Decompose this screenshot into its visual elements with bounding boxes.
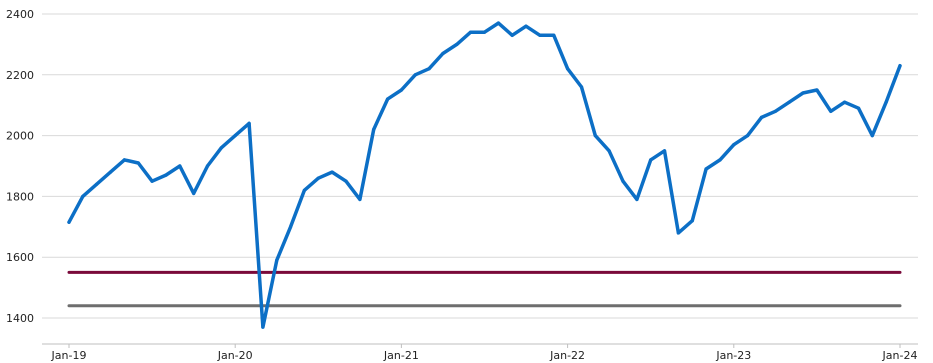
data-point — [330, 170, 334, 174]
data-point — [759, 115, 764, 119]
data-point — [593, 134, 597, 138]
data-point — [178, 164, 182, 168]
data-point — [150, 179, 154, 183]
data-point — [233, 134, 237, 138]
data-point — [289, 225, 293, 229]
data-point — [67, 220, 71, 224]
data-point — [898, 64, 902, 68]
data-point — [815, 88, 819, 92]
data-point — [247, 121, 251, 125]
y-tick-label: 2000 — [6, 130, 34, 143]
data-point — [219, 146, 223, 150]
data-point — [399, 88, 403, 92]
y-tick-label: 1400 — [6, 312, 34, 325]
y-axis: 1400 1600 1800 2000 2200 2400 — [6, 8, 34, 325]
series-layer — [67, 21, 902, 329]
data-point — [566, 67, 570, 71]
data-point — [843, 100, 847, 104]
data-point — [455, 42, 459, 47]
y-tick-label: 2400 — [6, 8, 34, 21]
data-point — [635, 197, 639, 201]
data-point — [787, 100, 791, 104]
data-point — [676, 231, 681, 235]
data-point — [884, 100, 888, 104]
data-point — [164, 173, 168, 177]
data-point — [482, 30, 487, 34]
data-point — [108, 170, 113, 174]
x-axis: Jan-19 Jan-20 Jan-21 Jan-22 Jan-23 Jan-24 — [42, 343, 918, 362]
data-point — [81, 194, 85, 198]
x-tick-label: Jan-21 — [383, 349, 419, 362]
data-point — [122, 158, 126, 162]
data-point — [358, 197, 362, 201]
data-point — [801, 91, 805, 95]
data-point — [856, 106, 861, 110]
y-tick-label: 1800 — [6, 190, 34, 203]
data-point — [316, 176, 320, 180]
data-point — [718, 158, 722, 162]
data-point — [372, 127, 376, 132]
data-point — [261, 325, 265, 329]
data-point — [662, 149, 667, 153]
x-tick-label: Jan-22 — [549, 349, 585, 362]
data-point — [773, 109, 778, 113]
data-point — [870, 134, 874, 138]
data-point — [136, 161, 140, 165]
data-point — [496, 21, 500, 25]
data-point — [704, 167, 708, 171]
data-point — [510, 33, 514, 37]
data-point — [95, 182, 99, 186]
data-point — [538, 33, 542, 37]
data-point — [579, 85, 584, 89]
data-point — [690, 219, 694, 223]
data-point — [441, 51, 445, 56]
data-point — [302, 188, 306, 192]
y-tick-label: 2200 — [6, 69, 34, 82]
data-point — [621, 179, 625, 183]
data-point — [524, 24, 528, 28]
x-tick-label: Jan-20 — [217, 349, 253, 362]
x-tick-label: Jan-19 — [51, 349, 87, 362]
grid-layer — [42, 13, 918, 319]
data-point — [386, 97, 390, 101]
series-line-main — [67, 21, 902, 329]
data-point — [192, 191, 196, 195]
data-point — [552, 33, 556, 37]
data-point — [829, 109, 833, 113]
data-point — [427, 67, 431, 71]
data-point — [275, 258, 279, 262]
x-tick-label: Jan-24 — [882, 349, 918, 362]
data-point — [205, 164, 210, 168]
x-tick-label: Jan-23 — [715, 349, 751, 362]
y-tick-label: 1600 — [6, 251, 34, 264]
data-point — [344, 179, 348, 183]
data-point — [732, 143, 736, 147]
data-point — [746, 134, 750, 138]
data-point — [469, 30, 473, 34]
data-point — [607, 149, 611, 153]
data-point — [649, 158, 653, 162]
data-point — [413, 73, 417, 77]
